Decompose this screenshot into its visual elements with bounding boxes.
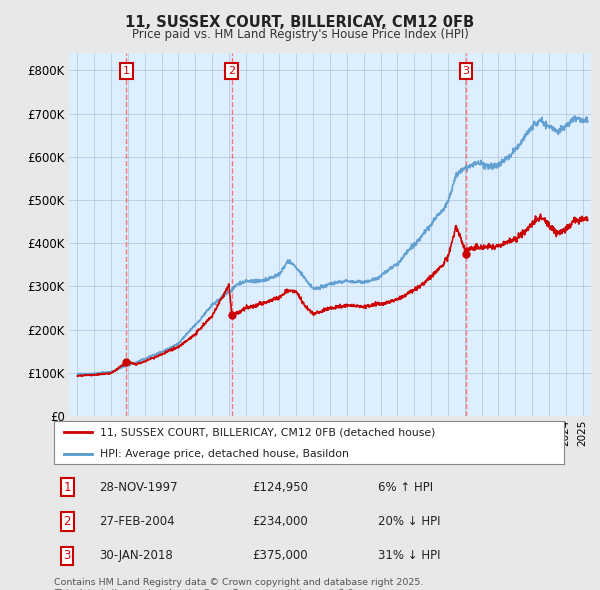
Text: £124,950: £124,950 xyxy=(252,481,308,494)
Text: 3: 3 xyxy=(64,549,71,562)
Text: 20% ↓ HPI: 20% ↓ HPI xyxy=(378,515,440,528)
Text: £375,000: £375,000 xyxy=(252,549,308,562)
Text: 1: 1 xyxy=(123,66,130,76)
Text: 2: 2 xyxy=(228,66,235,76)
Text: 27-FEB-2004: 27-FEB-2004 xyxy=(99,515,175,528)
Text: £234,000: £234,000 xyxy=(252,515,308,528)
Text: 28-NOV-1997: 28-NOV-1997 xyxy=(99,481,178,494)
Text: 30-JAN-2018: 30-JAN-2018 xyxy=(99,549,173,562)
Text: 6% ↑ HPI: 6% ↑ HPI xyxy=(378,481,433,494)
Text: Price paid vs. HM Land Registry's House Price Index (HPI): Price paid vs. HM Land Registry's House … xyxy=(131,28,469,41)
Text: 3: 3 xyxy=(463,66,470,76)
Text: 11, SUSSEX COURT, BILLERICAY, CM12 0FB (detached house): 11, SUSSEX COURT, BILLERICAY, CM12 0FB (… xyxy=(100,427,435,437)
Text: HPI: Average price, detached house, Basildon: HPI: Average price, detached house, Basi… xyxy=(100,448,349,458)
Text: 31% ↓ HPI: 31% ↓ HPI xyxy=(378,549,440,562)
Text: Contains HM Land Registry data © Crown copyright and database right 2025.
This d: Contains HM Land Registry data © Crown c… xyxy=(54,578,424,590)
Text: 2: 2 xyxy=(64,515,71,528)
Text: 11, SUSSEX COURT, BILLERICAY, CM12 0FB: 11, SUSSEX COURT, BILLERICAY, CM12 0FB xyxy=(125,15,475,30)
Text: 1: 1 xyxy=(64,481,71,494)
